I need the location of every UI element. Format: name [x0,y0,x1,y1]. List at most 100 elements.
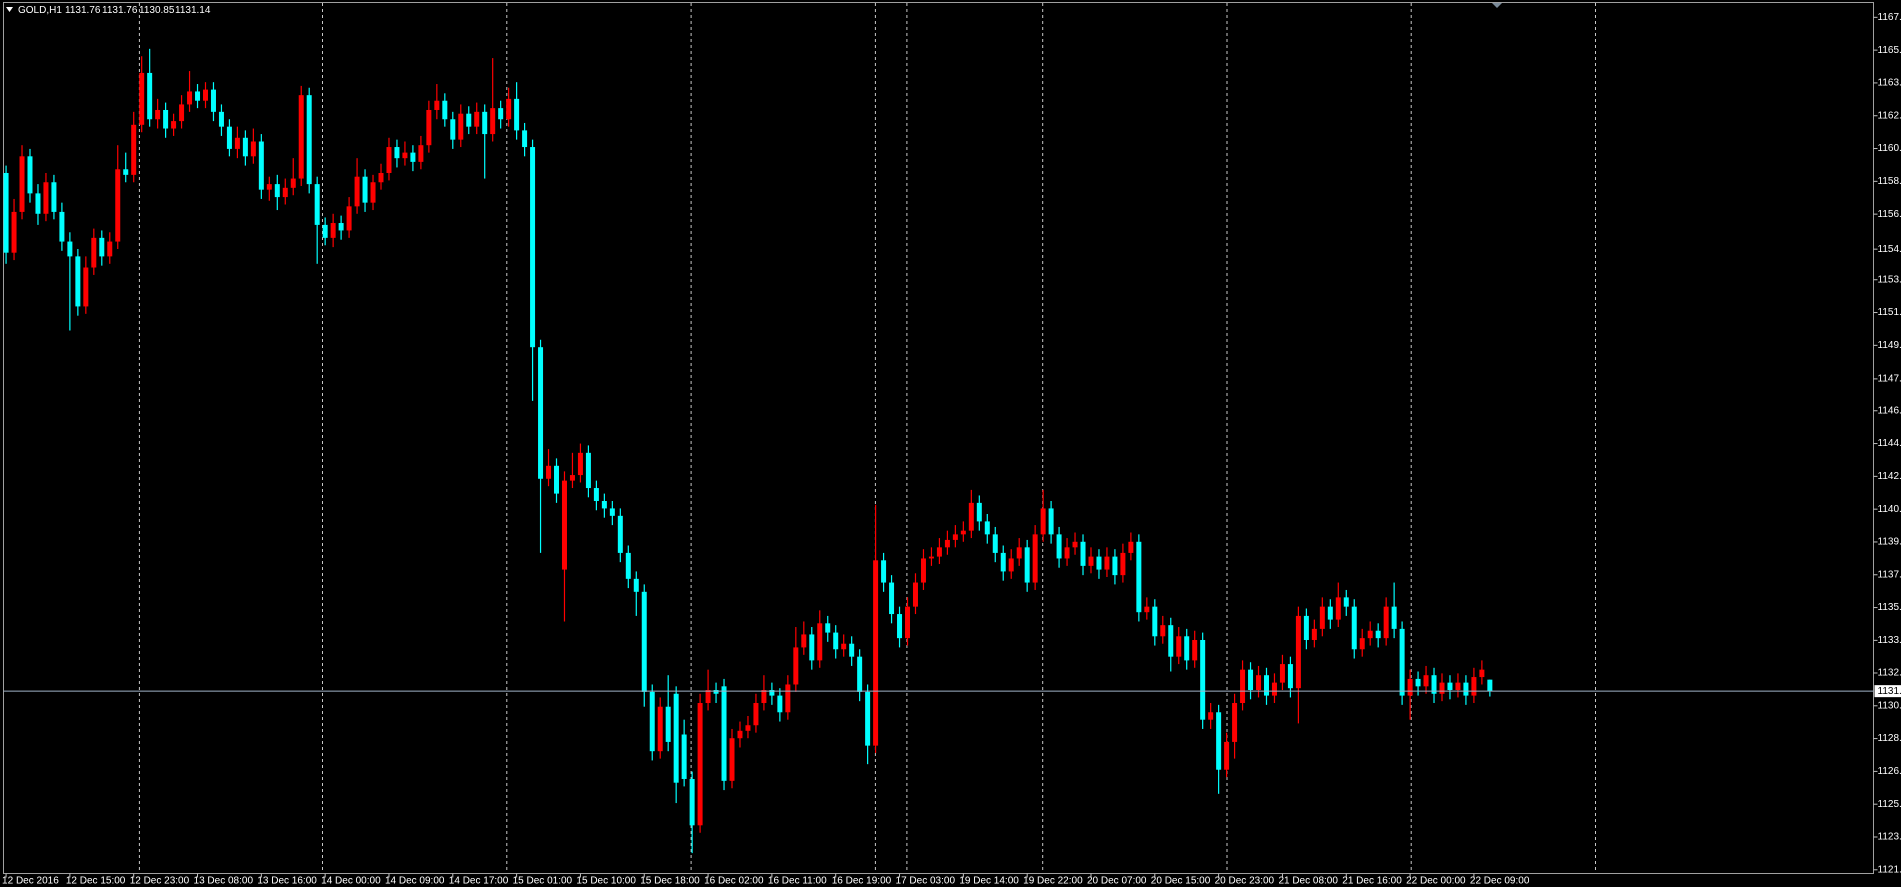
candle-body [1040,508,1046,535]
x-tick-label: 22 Dec 09:00 [1470,876,1530,887]
candle-body [322,224,328,238]
menu-arrow[interactable] [6,7,13,12]
candle-body [1407,678,1413,696]
candle-body [1256,675,1262,691]
x-tick-label: 14 Dec 17:00 [449,876,509,887]
candle-body [1343,597,1349,607]
x-tick-label: 19 Dec 14:00 [959,876,1019,887]
candle-body [75,256,81,307]
candle-body [633,578,639,592]
candle-body [1271,682,1277,696]
candle-body [1359,638,1365,650]
candle-body [1184,636,1190,661]
candle-body [410,152,416,162]
x-tick-label: 12 Dec 23:00 [130,876,190,887]
candle-body [1367,630,1373,639]
candle-body [561,480,567,570]
candle-body [250,141,256,157]
candle-body [107,241,113,257]
candle-body [330,223,336,238]
candle-body [362,176,368,203]
candle-body [1391,606,1397,629]
y-tick-label: 1162. [1878,110,1901,121]
candle-body [1287,664,1293,689]
y-tick-label: 1146. [1878,405,1901,416]
x-tick-label: 20 Dec 15:00 [1151,876,1211,887]
candle-body [657,706,663,752]
candle-body [434,100,440,110]
candle-body [601,501,607,509]
candle-body [681,734,687,779]
candle-body [43,182,49,214]
candle-body [897,614,903,639]
y-tick-label: 1163. [1878,78,1901,89]
y-tick-label: 1137. [1878,569,1901,580]
candle-body [1295,615,1301,689]
candle-body [450,119,456,140]
x-tick-label: 16 Dec 19:00 [832,876,892,887]
candle-body [1104,556,1110,570]
candle-body [1120,552,1126,576]
candle-body [960,530,966,535]
candle-body [976,502,982,522]
y-tick-label: 1123. [1878,832,1901,843]
x-tick-label: 21 Dec 08:00 [1278,876,1338,887]
y-tick-label: 1133. [1878,635,1901,646]
candle-body [625,552,631,579]
candle-body [793,647,799,685]
candle-body [346,206,352,231]
candle-body [1431,675,1437,694]
candle-body [1136,541,1142,613]
candle-body [1160,625,1166,637]
candle-body [490,108,496,135]
x-tick-label: 12 Dec 15:00 [66,876,126,887]
candle-body [1224,741,1230,770]
candle-body [857,656,863,692]
candle-body [1112,556,1118,576]
candle-body [865,691,871,746]
candle-body [665,706,671,742]
candle-body [1072,541,1078,548]
candle-body [705,690,711,704]
shift-marker [1492,3,1502,8]
candle-body [171,121,177,129]
candle-body [952,534,958,540]
candle-body [27,156,33,194]
y-tick-label: 1151. [1878,307,1901,318]
candle-body [817,623,823,661]
x-tick-label: 16 Dec 02:00 [704,876,764,887]
y-tick-label: 1147. [1878,374,1901,385]
candle-body [234,137,240,149]
x-tick-label: 13 Dec 08:00 [194,876,254,887]
candle-body [1423,675,1429,687]
candle-body [585,452,591,489]
candle-body [1263,675,1269,696]
candle-body [928,556,934,559]
candle-body [1399,628,1405,696]
candle-body [370,182,376,203]
y-tick-label: 1121. [1878,864,1901,875]
candle-body [1479,669,1485,678]
candle-body [131,124,137,175]
x-tick-label: 12 Dec 2016 [2,876,59,887]
candle-body [769,690,775,696]
candle-body [1279,664,1285,683]
candle-body [1096,556,1102,570]
x-tick-label: 14 Dec 09:00 [385,876,445,887]
x-tick-label: 20 Dec 23:00 [1215,876,1275,887]
x-tick-label: 22 Dec 00:00 [1406,876,1466,887]
candle-body [218,111,224,127]
candle-body [936,547,942,557]
candle-body [258,141,264,190]
candle-body [386,147,392,173]
candle-body [67,241,73,257]
candle-body [912,582,918,607]
candle-body [1248,669,1254,691]
candle-body [577,452,583,476]
candle-body [1319,606,1325,629]
candle-body [530,147,536,348]
candle-body [179,104,185,122]
candle-body [442,100,448,120]
